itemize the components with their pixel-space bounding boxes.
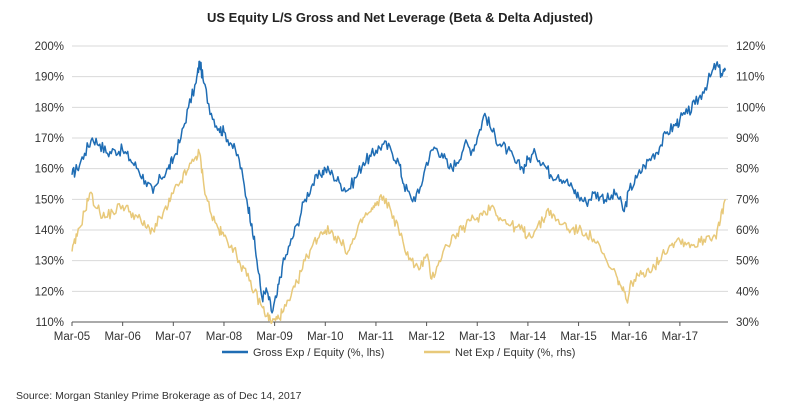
legend: Gross Exp / Equity (%, lhs) Net Exp / Equ… [222, 347, 575, 359]
x-tick-label: Mar-09 [256, 331, 292, 343]
series-group [71, 60, 727, 325]
chart-title: US Equity L/S Gross and Net Leverage (Be… [207, 10, 593, 25]
y-right-tick-label: 90% [736, 133, 759, 145]
x-axis: Mar-05 Mar-06 Mar-07 Mar-08 Mar-09 Mar-10 Mar-… [54, 321, 728, 343]
y-right-tick-label: 30% [736, 317, 759, 329]
gridlines [72, 45, 728, 323]
y-left-tick-label: 120% [35, 286, 64, 298]
y-right-tick-label: 70% [736, 194, 759, 206]
y-left-tick-label: 180% [35, 102, 64, 114]
y-right-tick-label: 40% [736, 286, 759, 298]
y-left-tick-label: 160% [35, 164, 64, 176]
y-left-tick-label: 150% [35, 194, 64, 206]
x-tick-label: Mar-05 [54, 331, 90, 343]
y-right-tick-label: 80% [736, 164, 759, 176]
x-tick-label: Mar-12 [408, 331, 444, 343]
source-note: Source: Morgan Stanley Prime Brokerage a… [16, 390, 302, 402]
legend-label: Net Exp / Equity (%, rhs) [455, 347, 575, 359]
y-left-tick-label: 130% [35, 256, 64, 268]
x-tick-label: Mar-15 [560, 331, 596, 343]
y-right-tick-label: 110% [736, 72, 765, 84]
y-left-tick-label: 140% [35, 225, 64, 237]
x-tick-label: Mar-07 [155, 331, 191, 343]
x-tick-label: Mar-14 [510, 331, 547, 343]
y-right-tick-label: 100% [736, 102, 765, 114]
x-tick-label: Mar-17 [662, 331, 698, 343]
y-right-tick-label: 50% [736, 256, 759, 268]
x-tick-label: Mar-06 [104, 331, 140, 343]
y-axis-right: 30% 40% 50% 60% 70% 80% 90% 100% 110% 120% [736, 41, 765, 329]
x-tick-label: Mar-13 [459, 331, 495, 343]
series-line-net [71, 148, 727, 325]
x-tick-label: Mar-08 [206, 331, 242, 343]
y-right-tick-label: 120% [736, 41, 765, 53]
y-axis-left: 110% 120% 130% 140% 150% 160% 170% 180% 190% 200% [35, 41, 64, 329]
x-tick-label: Mar-10 [307, 331, 343, 343]
x-tick-label: Mar-16 [611, 331, 647, 343]
y-left-tick-label: 110% [35, 317, 64, 329]
x-tick-label: Mar-11 [358, 331, 394, 343]
y-left-tick-label: 170% [35, 133, 64, 145]
legend-label: Gross Exp / Equity (%, lhs) [253, 347, 384, 359]
y-left-tick-label: 190% [35, 72, 64, 84]
y-left-tick-label: 200% [35, 41, 64, 53]
y-right-tick-label: 60% [736, 225, 759, 237]
series-line-gross [71, 60, 727, 314]
